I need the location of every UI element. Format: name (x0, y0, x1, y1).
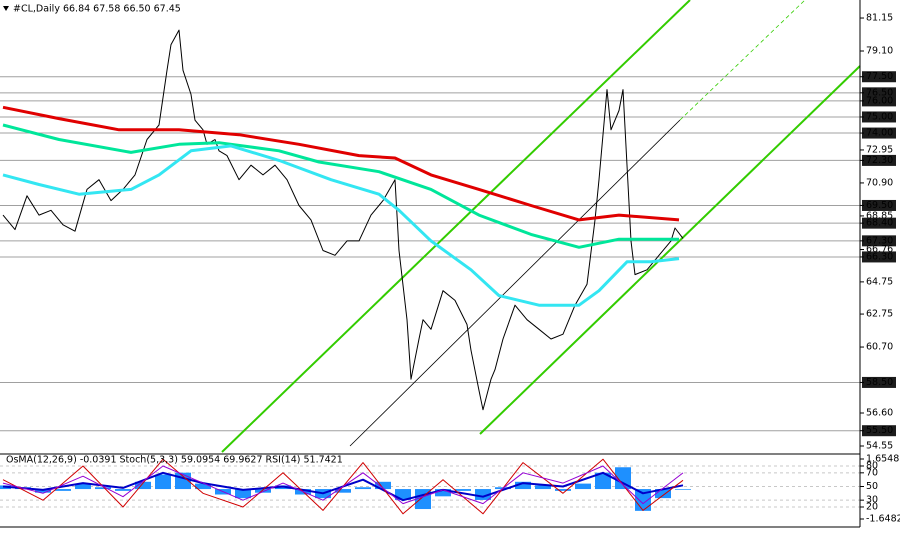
y-tick-label: 76.50 (866, 87, 893, 98)
label-box (862, 111, 896, 123)
y-tick-label: 66.76 (866, 244, 893, 255)
label-box (862, 154, 896, 166)
y-tick-label: 55.50 (866, 425, 893, 436)
osma-bar (75, 483, 91, 490)
series-line (2, 144, 680, 307)
osma-bar (235, 489, 251, 499)
chart-header: #CL,Daily 66.84 67.58 66.50 67.45 (13, 4, 181, 15)
osma-bar (475, 489, 491, 500)
osma-bar (515, 481, 531, 490)
y-tick-label: 72.95 (866, 144, 893, 155)
osma-bar (435, 489, 451, 497)
plot-layer (0, 29, 691, 515)
y2-tick-label: 70 (866, 467, 878, 478)
label-box (862, 251, 896, 263)
label-box (862, 217, 896, 229)
osma-bar (255, 489, 271, 493)
y-tick-label: 70.90 (866, 177, 893, 188)
channel-mid (349, 119, 681, 447)
osma-bar (595, 472, 611, 490)
label-box (862, 71, 896, 83)
osma-bar (155, 474, 171, 490)
y-tick-label: 76.00 (866, 95, 893, 106)
y-tick-label: 64.75 (866, 276, 893, 287)
osma-bar (395, 489, 411, 500)
label-box (862, 425, 896, 437)
y-tick-label: 77.50 (866, 71, 893, 82)
label-box (862, 235, 896, 247)
y-tick-label: 56.60 (866, 408, 893, 419)
osma-bar (115, 489, 131, 491)
osma-bar (135, 481, 151, 490)
y2-tick-label: 20 (866, 501, 878, 512)
osma-bar (355, 487, 371, 490)
osma-bar (195, 483, 211, 490)
y-tick-label: 72.30 (866, 155, 893, 166)
y-tick-label: 75.00 (866, 111, 893, 122)
y2-tick-label: 80 (866, 460, 878, 471)
osma-bar (615, 467, 631, 490)
y-tick-label: 68.40 (866, 218, 893, 229)
osma-tick-label: 1.6548 (866, 453, 899, 464)
osma-bar (655, 489, 671, 499)
y-tick-label: 58.50 (866, 377, 893, 388)
label-box (862, 95, 896, 107)
y-tick-label: 74.00 (866, 128, 893, 139)
osma-bar (675, 489, 691, 490)
osma-bar (535, 485, 551, 490)
osma-bar (335, 489, 351, 493)
label-box (862, 87, 896, 99)
osma-tick-label: -1.6482 (866, 513, 900, 524)
y-tick-label: 62.75 (866, 309, 893, 320)
grid-layer (0, 76, 860, 508)
label-box (862, 127, 896, 139)
osma-bar (455, 489, 471, 491)
y2-tick-label: 50 (866, 481, 878, 492)
y-tick-label: 54.55 (866, 440, 893, 451)
osma-bar (555, 489, 571, 491)
y-tick-label: 67.30 (866, 235, 893, 246)
y-tick-label: 66.30 (866, 251, 893, 262)
series-line (2, 465, 684, 505)
osma-bar (55, 489, 71, 491)
osma-bar (95, 487, 111, 490)
y-tick-label: 79.10 (866, 46, 893, 57)
osma-bar (575, 483, 591, 490)
y-tick-label: 81.15 (866, 13, 893, 24)
label-box (862, 199, 896, 211)
label-box (862, 376, 896, 388)
y-tick-label: 69.50 (866, 200, 893, 211)
y-tick-label: 68.85 (866, 210, 893, 221)
osma-bar (375, 481, 391, 490)
series-line (2, 123, 679, 249)
series-line (2, 29, 684, 411)
series-line (2, 105, 680, 222)
y-tick-label: 60.70 (866, 342, 893, 353)
channel-lower (479, 65, 861, 435)
channel-upper (221, 0, 691, 453)
y2-tick-label: 30 (866, 495, 878, 506)
channel-lines (221, 0, 861, 453)
collapse-arrow[interactable] (3, 6, 9, 11)
oscillator-header: OsMA(12,26,9) -0.0391 Stoch(5,3,3) 59.09… (6, 455, 343, 466)
channel-mid-extension (679, 0, 806, 121)
